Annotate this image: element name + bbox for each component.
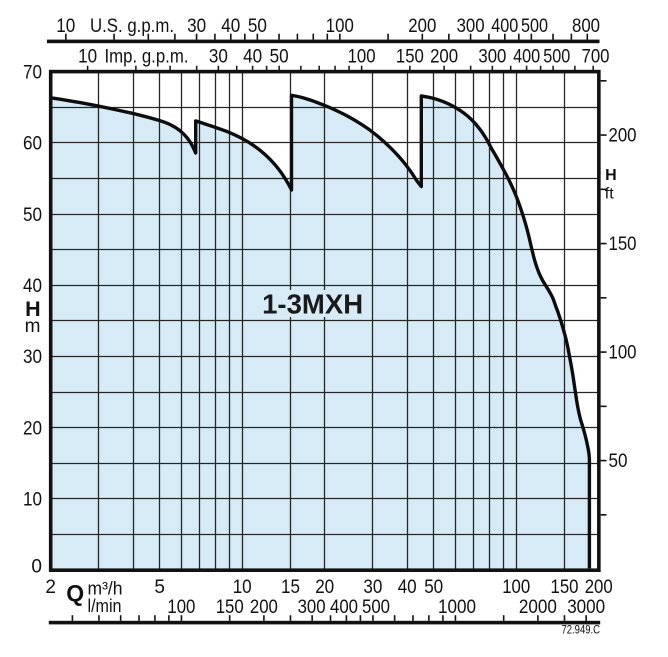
svg-text:300: 300 <box>478 46 506 67</box>
svg-text:150: 150 <box>551 577 579 598</box>
svg-text:500: 500 <box>521 16 548 37</box>
svg-text:0: 0 <box>31 557 42 578</box>
svg-text:ft: ft <box>605 185 614 202</box>
svg-text:U.S. g.p.m.: U.S. g.p.m. <box>90 16 174 37</box>
svg-text:100: 100 <box>502 577 530 598</box>
svg-text:m: m <box>25 316 41 337</box>
svg-text:2: 2 <box>45 577 56 598</box>
svg-text:10: 10 <box>78 46 97 67</box>
svg-text:20: 20 <box>315 577 334 598</box>
svg-text:50: 50 <box>23 205 42 226</box>
svg-text:50: 50 <box>424 577 443 598</box>
svg-text:150: 150 <box>216 597 244 618</box>
svg-text:40: 40 <box>221 16 240 37</box>
svg-text:Imp. g.p.m.: Imp. g.p.m. <box>105 46 189 67</box>
svg-text:200: 200 <box>430 46 458 67</box>
svg-text:15: 15 <box>281 577 300 598</box>
svg-text:1-3MXH: 1-3MXH <box>262 288 363 319</box>
svg-text:150: 150 <box>396 46 424 67</box>
svg-text:40: 40 <box>398 577 417 598</box>
svg-text:60: 60 <box>23 134 42 155</box>
svg-text:H: H <box>25 297 41 321</box>
svg-text:50: 50 <box>248 16 267 37</box>
svg-text:800: 800 <box>572 16 600 37</box>
svg-text:30: 30 <box>209 46 228 67</box>
svg-text:30: 30 <box>187 16 206 37</box>
svg-text:50: 50 <box>609 451 628 472</box>
svg-text:100: 100 <box>609 342 637 363</box>
svg-text:2000: 2000 <box>519 597 557 618</box>
svg-text:700: 700 <box>582 46 610 67</box>
svg-text:40: 40 <box>243 46 262 67</box>
svg-text:500: 500 <box>543 46 570 67</box>
svg-text:200: 200 <box>408 16 436 37</box>
svg-text:100: 100 <box>348 46 376 67</box>
svg-text:200: 200 <box>585 577 613 598</box>
svg-text:20: 20 <box>23 418 42 439</box>
svg-text:50: 50 <box>270 46 289 67</box>
svg-text:400: 400 <box>513 46 540 67</box>
svg-text:500: 500 <box>362 597 390 618</box>
svg-text:H: H <box>605 167 617 184</box>
svg-text:10: 10 <box>23 490 42 511</box>
svg-text:5: 5 <box>154 577 165 598</box>
svg-text:300: 300 <box>298 597 326 618</box>
svg-text:m³/h: m³/h <box>88 579 123 599</box>
svg-text:3000: 3000 <box>567 597 605 618</box>
svg-text:150: 150 <box>609 234 637 255</box>
svg-text:30: 30 <box>23 347 42 368</box>
svg-text:400: 400 <box>491 16 518 37</box>
svg-text:100: 100 <box>167 597 195 618</box>
svg-text:40: 40 <box>23 276 42 297</box>
svg-text:70: 70 <box>23 62 42 83</box>
svg-text:l/min: l/min <box>88 595 122 616</box>
svg-text:72.949.C: 72.949.C <box>562 625 601 637</box>
svg-text:100: 100 <box>326 16 354 37</box>
svg-text:10: 10 <box>56 16 75 37</box>
svg-text:1000: 1000 <box>438 597 476 618</box>
svg-text:200: 200 <box>609 125 637 146</box>
svg-text:400: 400 <box>330 597 358 618</box>
svg-text:30: 30 <box>363 577 382 598</box>
svg-text:Q: Q <box>66 580 84 606</box>
svg-text:300: 300 <box>457 16 485 37</box>
svg-text:200: 200 <box>250 597 278 618</box>
svg-text:10: 10 <box>233 577 252 598</box>
